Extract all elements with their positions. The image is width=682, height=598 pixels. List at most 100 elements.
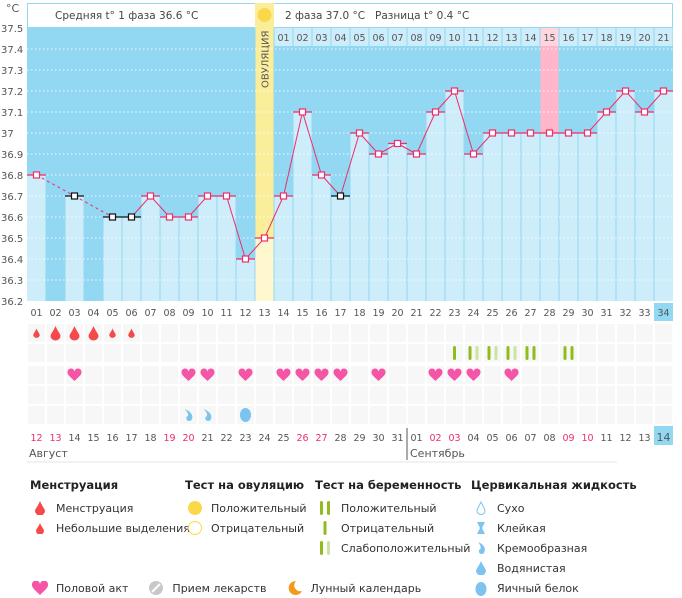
event-cell	[389, 366, 406, 384]
legend-label: Водянистая	[497, 561, 566, 575]
phase2-day-label: 17	[581, 33, 593, 44]
drop-large-icon	[30, 501, 50, 515]
creamy-fluid-icon	[203, 409, 212, 421]
egg-white-icon	[471, 581, 491, 596]
event-cell	[218, 344, 235, 362]
phase2-day-label: 16	[562, 33, 574, 44]
event-cell	[237, 386, 254, 404]
event-cell	[579, 406, 596, 424]
y-tick-label: 37.2	[1, 87, 23, 98]
date-label: 16	[106, 433, 118, 444]
date-label: 02	[429, 433, 441, 444]
y-tick-label: 37.3	[1, 66, 23, 77]
temperature-line-segment	[340, 132, 360, 197]
event-cell	[161, 324, 178, 342]
event-cell	[484, 386, 501, 404]
temperature-point	[222, 192, 231, 200]
heart-icon	[67, 368, 82, 381]
cycle-day-label: 13	[258, 308, 270, 319]
legend-cervical: Цервикальная жидкость Сухо Клейкая Кремо…	[471, 478, 637, 598]
temperature-point	[203, 192, 212, 200]
legend-pregnancy-test: Тест на беременность Положительный Отриц…	[315, 478, 470, 558]
event-cell	[28, 406, 45, 424]
legend-label: Прием лекарств	[172, 581, 267, 595]
temperature-point	[583, 129, 592, 137]
temperature-point	[640, 108, 649, 116]
date-label: 05	[486, 433, 498, 444]
legend-title: Цервикальная жидкость	[471, 478, 637, 492]
pregnancy-test-weak-icon	[475, 346, 479, 360]
event-cell	[370, 406, 387, 424]
y-tick-label: 36.5	[1, 234, 23, 245]
heart-icon	[181, 368, 196, 381]
event-cell	[636, 406, 653, 424]
test-double-icon	[315, 501, 335, 515]
event-cell	[522, 406, 539, 424]
circle-filled-icon	[185, 500, 205, 516]
event-cell	[408, 386, 425, 404]
event-cell	[522, 344, 539, 362]
event-cell	[351, 366, 368, 384]
legend-item: Положительный	[185, 498, 307, 518]
date-label: 06	[505, 433, 517, 444]
phase2-day-label: 02	[296, 33, 308, 44]
date-label: 30	[372, 433, 384, 444]
temperature-point	[545, 129, 554, 137]
cycle-day-label: 07	[144, 308, 156, 319]
phase2-day-cell	[502, 28, 521, 46]
phase2-day-label: 06	[372, 33, 384, 44]
phase2-day-cell	[369, 28, 388, 46]
event-cell	[85, 344, 102, 362]
legend-item: Лунный календарь	[285, 578, 421, 598]
heart-icon	[30, 581, 50, 595]
month-label: Сентябрь	[410, 447, 465, 460]
phase2-day-label: 12	[486, 33, 498, 44]
event-cell	[465, 344, 482, 362]
legend-label: Кремообразная	[497, 541, 588, 555]
phase2-day-label: 18	[600, 33, 612, 44]
event-cell	[142, 366, 159, 384]
event-cell	[427, 344, 444, 362]
temperature-bar	[369, 154, 388, 301]
event-cell	[636, 366, 653, 384]
temperature-point	[108, 213, 117, 221]
legend-label: Отрицательный	[211, 521, 305, 535]
phase2-day-cell	[559, 28, 578, 46]
event-cell	[408, 406, 425, 424]
pregnancy-test-negative-icon	[453, 346, 456, 360]
event-cell	[408, 324, 425, 342]
temperature-point	[450, 87, 459, 95]
cycle-day-label: 15	[296, 308, 308, 319]
event-cell	[123, 386, 140, 404]
cycle-day-label: 02	[49, 308, 61, 319]
date-label: 01	[410, 433, 422, 444]
event-cell	[66, 406, 83, 424]
temperature-bar	[445, 91, 464, 301]
cycle-day-label: 26	[505, 308, 517, 319]
spotting-drop-icon	[33, 328, 40, 338]
event-cell	[104, 386, 121, 404]
temperature-difference: Разница t° 0.4 °C	[375, 10, 469, 22]
event-cell	[560, 324, 577, 342]
heart-icon	[200, 368, 215, 381]
event-cell	[541, 406, 558, 424]
cycle-day-label: 28	[543, 308, 555, 319]
event-cell	[237, 344, 254, 362]
temperature-point	[146, 192, 155, 200]
event-cell	[161, 386, 178, 404]
event-cell	[332, 386, 349, 404]
event-cell	[218, 406, 235, 424]
date-label: 10	[581, 433, 593, 444]
event-cell	[370, 386, 387, 404]
phase2-day-cell	[350, 28, 369, 46]
cycle-day-label: 11	[220, 308, 232, 319]
phase2-day-cell	[426, 28, 445, 46]
event-cell	[47, 406, 64, 424]
event-cell	[47, 366, 64, 384]
date-label: 18	[144, 433, 156, 444]
phase2-day-label: 08	[410, 33, 422, 44]
y-tick-label: 36.6	[1, 213, 23, 224]
cycle-day-label: 23	[448, 308, 460, 319]
legend-item: Отрицательный	[315, 518, 470, 538]
phase2-day-label: 13	[505, 33, 517, 44]
